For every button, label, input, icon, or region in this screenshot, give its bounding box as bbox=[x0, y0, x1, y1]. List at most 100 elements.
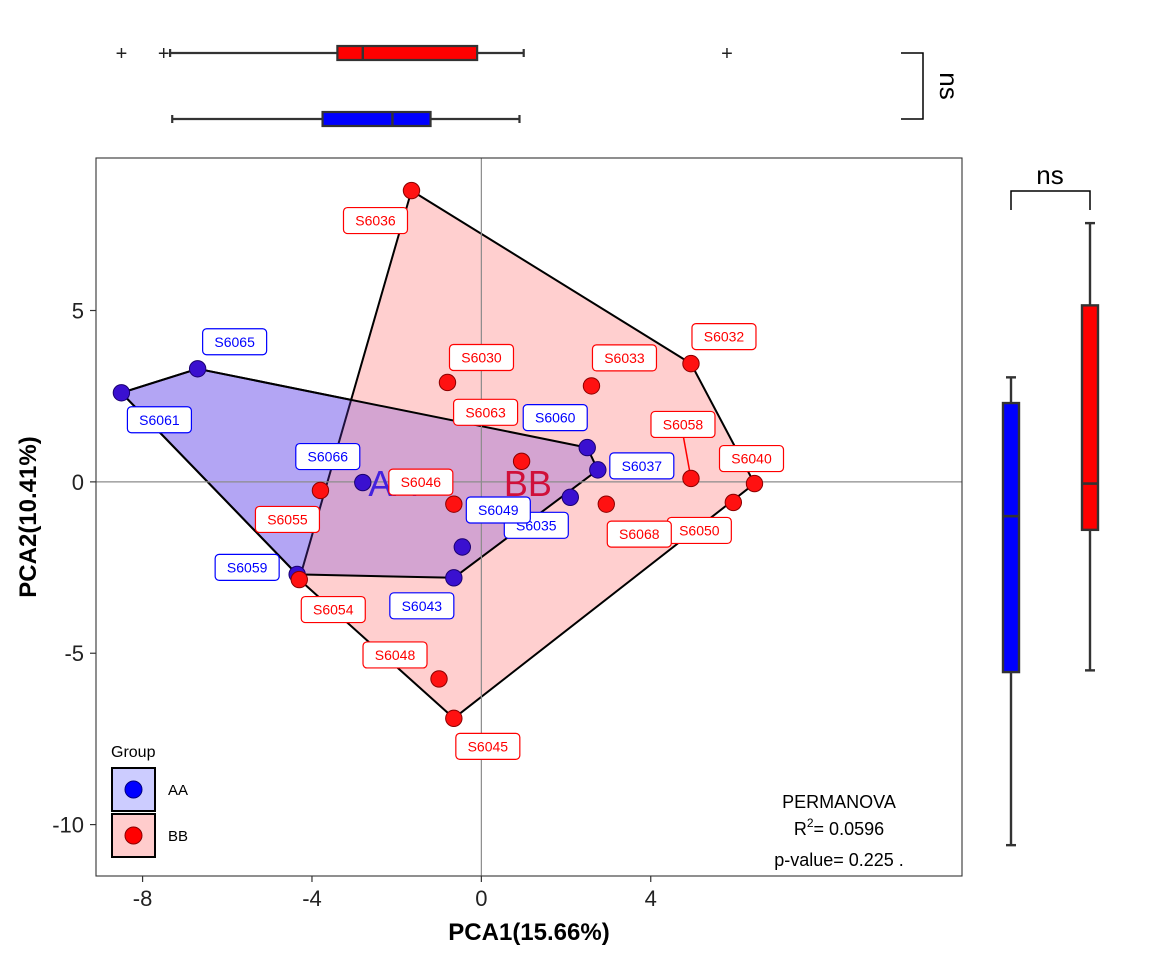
legend-label-bb: BB bbox=[168, 828, 188, 845]
axes: -8 -4 0 4 5 0 -5 -10 PCA1(15.66%) PCA2(10.41%) bbox=[15, 299, 657, 946]
point-s6037 bbox=[589, 461, 607, 479]
label-text-s6037: S6037 bbox=[622, 458, 663, 474]
legend-dot-aa bbox=[124, 780, 143, 799]
label-text-s6050: S6050 bbox=[679, 522, 720, 538]
label-box-s6032 bbox=[691, 323, 757, 351]
label-box-s6036 bbox=[342, 206, 409, 235]
label-text-s6043: S6043 bbox=[402, 598, 443, 614]
legend-dot-bb bbox=[124, 826, 143, 845]
top-significance-bracket bbox=[901, 52, 924, 120]
x-tick-label-1: -4 bbox=[302, 886, 322, 911]
point-s6035 bbox=[561, 488, 579, 506]
label-text-s6033: S6033 bbox=[604, 350, 645, 366]
plot-border bbox=[95, 157, 963, 877]
top-box-bb-outlier-1: + bbox=[158, 43, 170, 65]
annotation-title: PERMANOVA bbox=[782, 792, 896, 812]
label-text-s6032: S6032 bbox=[704, 329, 745, 345]
label-text-s6055: S6055 bbox=[267, 511, 308, 527]
legend-title: Group bbox=[111, 744, 156, 761]
label-text-s6060: S6060 bbox=[535, 410, 576, 426]
top-box-bb-outlier-2: + bbox=[721, 43, 733, 65]
right-box-aa-iqr bbox=[1001, 401, 1021, 674]
top-marginal-boxplot: + + + ns bbox=[116, 43, 964, 128]
x-tick-label-2: 0 bbox=[475, 886, 487, 911]
point-s6036 bbox=[402, 181, 421, 200]
label-box-s6046 bbox=[388, 468, 454, 496]
point-s6061 bbox=[112, 384, 131, 402]
point-s6054 bbox=[290, 570, 308, 589]
label-box-s6061 bbox=[126, 406, 193, 434]
scatter-points bbox=[112, 181, 764, 728]
label-text-s6054: S6054 bbox=[313, 602, 354, 618]
label-box-s6048 bbox=[362, 641, 428, 669]
right-marginal-boxplot: ns bbox=[1001, 160, 1100, 847]
label-box-s6033 bbox=[591, 344, 658, 372]
point-s6055 bbox=[311, 481, 330, 500]
point-s6066 bbox=[354, 473, 372, 492]
annotation-r2: R2= 0.0596 bbox=[794, 816, 884, 839]
point-s6060 bbox=[578, 438, 596, 457]
label-box-s6043 bbox=[389, 592, 455, 620]
label-box-s6045 bbox=[455, 732, 521, 760]
annotation-r2-prefix: R bbox=[794, 819, 807, 839]
label-box-s6055 bbox=[254, 505, 321, 534]
label-text-s6049: S6049 bbox=[478, 502, 519, 518]
label-box-s6065 bbox=[202, 328, 268, 356]
label-box-s6066 bbox=[295, 442, 361, 471]
label-box-s6030 bbox=[448, 343, 515, 372]
label-text-s6036: S6036 bbox=[355, 213, 396, 229]
point-s6049 bbox=[453, 538, 472, 556]
y-tick-label-3: -10 bbox=[52, 813, 84, 838]
point-s6032 bbox=[682, 354, 700, 373]
label-box-s6054 bbox=[300, 595, 366, 624]
top-box-bb-outlier-0: + bbox=[116, 43, 128, 65]
label-text-s6045: S6045 bbox=[468, 738, 509, 754]
y-tick-label-1: 0 bbox=[72, 470, 84, 495]
label-text-s6030: S6030 bbox=[461, 349, 502, 365]
label-text-s6068: S6068 bbox=[619, 526, 660, 542]
x-tick-label-0: -8 bbox=[133, 886, 153, 911]
point-s6058 bbox=[682, 469, 700, 488]
y-tick-label-0: 5 bbox=[72, 299, 84, 324]
label-text-s6065: S6065 bbox=[214, 334, 255, 350]
point-s6030 bbox=[438, 373, 457, 392]
label-text-s6063: S6063 bbox=[465, 404, 506, 420]
label-text-s6048: S6048 bbox=[375, 647, 416, 663]
right-significance-label: ns bbox=[1036, 160, 1063, 190]
label-box-s6049 bbox=[465, 496, 531, 524]
point-s6045 bbox=[445, 709, 463, 728]
label-text-s6059: S6059 bbox=[227, 559, 268, 575]
point-s6040 bbox=[745, 474, 764, 493]
annotation-pvalue: p-value= 0.225 . bbox=[774, 850, 904, 870]
point-labels: S6065S6061S6066S6060S6037S6035S6049S6043… bbox=[126, 206, 785, 760]
label-box-s6059 bbox=[214, 553, 280, 582]
label-text-s6066: S6066 bbox=[308, 449, 349, 465]
label-text-s6061: S6061 bbox=[139, 412, 180, 428]
label-box-s6068 bbox=[606, 520, 672, 548]
right-box-bb-iqr bbox=[1080, 304, 1100, 532]
point-s6063 bbox=[512, 452, 531, 471]
point-s6065 bbox=[188, 360, 207, 378]
point-s6048 bbox=[430, 670, 448, 688]
label-box-s6058 bbox=[650, 410, 716, 439]
y-axis-title: PCA2(10.41%) bbox=[15, 436, 42, 597]
legend: Group AA BB bbox=[111, 744, 188, 858]
label-box-s6037 bbox=[609, 452, 675, 480]
label-text-s6040: S6040 bbox=[731, 451, 772, 467]
x-axis-title: PCA1(15.66%) bbox=[448, 919, 609, 946]
annotation-r2-value: = 0.0596 bbox=[814, 819, 885, 839]
label-text-s6046: S6046 bbox=[401, 474, 442, 490]
right-significance-bracket bbox=[1010, 190, 1091, 210]
point-s6043 bbox=[445, 569, 463, 587]
annotation-r2-sup: 2 bbox=[807, 816, 814, 830]
legend-label-aa: AA bbox=[168, 782, 188, 799]
label-text-s6058: S6058 bbox=[663, 416, 704, 432]
x-tick-label-3: 4 bbox=[645, 886, 657, 911]
top-box-aa-iqr bbox=[321, 110, 432, 128]
point-s6046 bbox=[445, 495, 463, 513]
y-tick-label-2: -5 bbox=[64, 641, 84, 666]
label-box-s6040 bbox=[718, 444, 785, 473]
permanova-annotation: PERMANOVA R2= 0.0596 p-value= 0.225 . bbox=[774, 792, 904, 870]
